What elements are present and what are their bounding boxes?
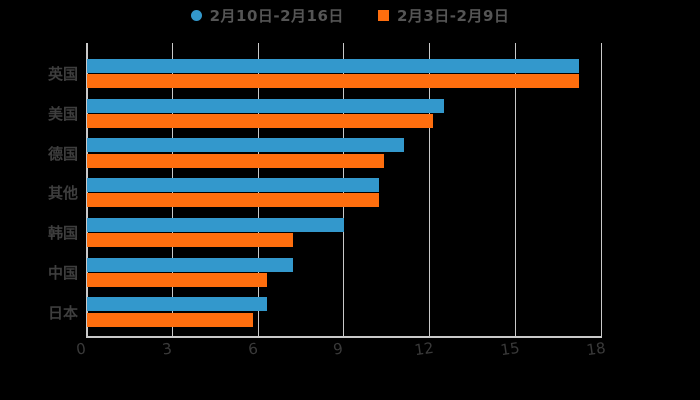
legend-label-feb10-16: 2月10日-2月16日 <box>209 7 344 25</box>
gridline-x18 <box>600 43 602 336</box>
legend-circle-marker-icon <box>190 10 202 21</box>
bar-series1-cat2 <box>87 153 385 168</box>
bar-series1-cat5 <box>87 272 268 287</box>
bar-series1-cat4 <box>87 233 293 248</box>
bar-series0-cat2 <box>87 138 405 153</box>
x-tick-label-12: 12 <box>413 338 435 360</box>
x-tick-label-0: 0 <box>75 339 87 359</box>
y-category-label-0: 英国 <box>47 65 78 84</box>
y-category-label-2: 德国 <box>47 144 78 163</box>
bar-series0-cat0 <box>87 59 579 73</box>
bar-series0-cat3 <box>87 178 379 193</box>
x-axis-line <box>86 336 602 338</box>
y-category-label-4: 韩国 <box>47 224 78 243</box>
x-tick-label-3: 3 <box>160 339 173 359</box>
y-category-label-3: 其他 <box>47 184 78 203</box>
bar-series0-cat4 <box>87 217 345 232</box>
x-tick-label-18: 18 <box>584 338 607 360</box>
legend-item-feb10-16[interactable]: 2月10日-2月16日 <box>190 5 344 26</box>
bar-series1-cat6 <box>87 312 253 327</box>
y-category-label-6: 日本 <box>47 303 78 322</box>
x-tick-label-9: 9 <box>332 339 345 359</box>
bar-series1-cat3 <box>87 193 379 208</box>
bar-series1-cat0 <box>87 74 579 89</box>
gridline-x12 <box>429 43 431 336</box>
legend-square-marker-icon <box>377 10 389 21</box>
bar-series0-cat6 <box>87 297 268 312</box>
y-category-label-1: 美国 <box>47 105 78 124</box>
bar-series0-cat5 <box>87 257 293 272</box>
gridline-x15 <box>514 43 516 336</box>
legend: 2月10日-2月16日 2月3日-2月9日 <box>0 5 700 26</box>
y-category-label-5: 中国 <box>47 263 78 282</box>
x-tick-label-6: 6 <box>246 339 259 359</box>
x-tick-label-15: 15 <box>499 338 521 360</box>
bar-series0-cat1 <box>87 98 445 113</box>
legend-item-feb3-9[interactable]: 2月3日-2月9日 <box>377 5 510 26</box>
bar-series1-cat1 <box>87 114 433 129</box>
legend-label-feb3-9: 2月3日-2月9日 <box>396 7 510 25</box>
